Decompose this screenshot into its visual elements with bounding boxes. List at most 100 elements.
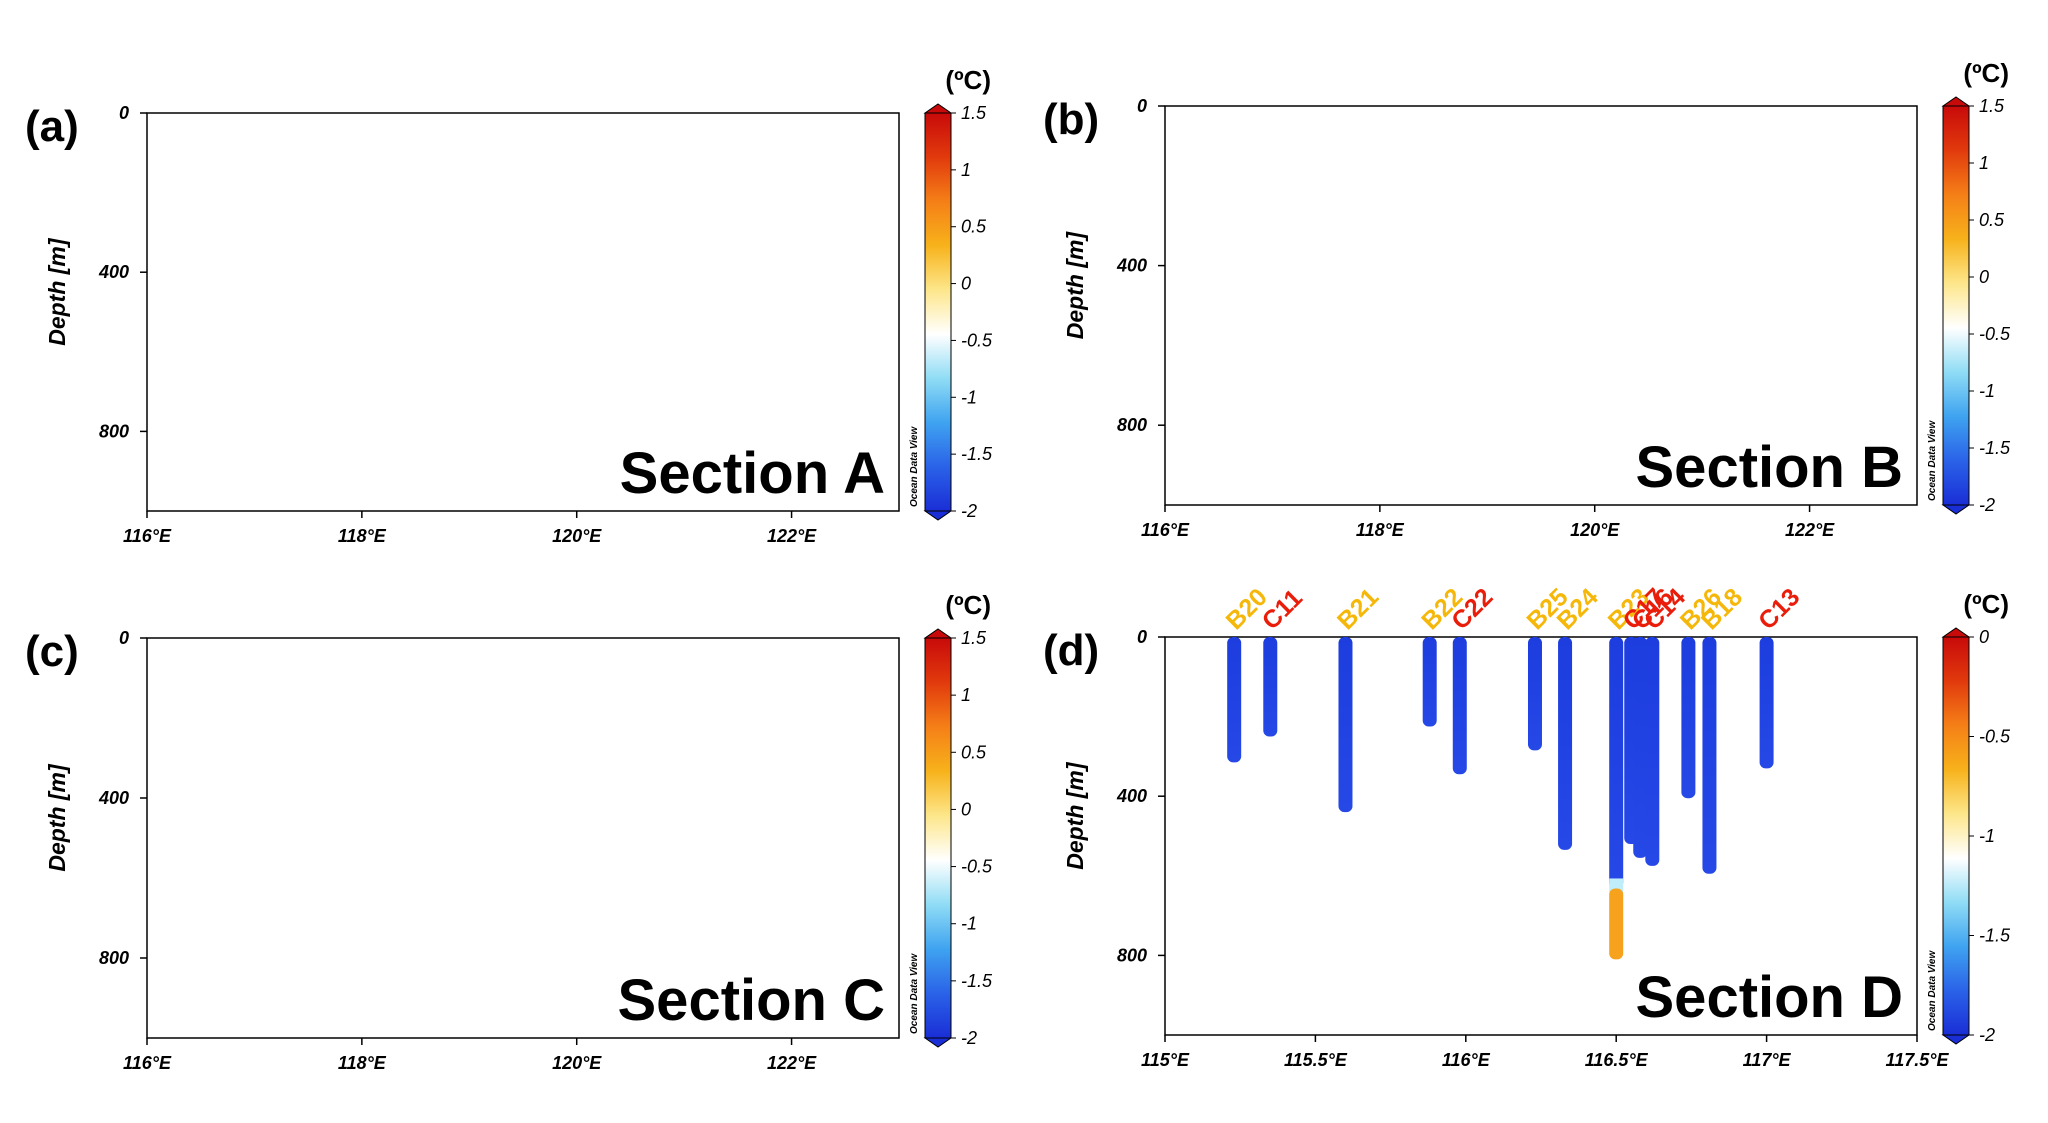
station-column-b25 — [1527, 637, 1542, 751]
colorbar-tick-label: -0.5 — [1979, 324, 2011, 344]
x-tick-label: 116°E — [1141, 520, 1190, 540]
cold-water-segment — [1527, 637, 1542, 751]
colorbar: -2 -1.5 -1 -0.5 0 0.5 1 1.5 (ºC) Ocean Data View — [1927, 58, 2011, 515]
colorbar-bar — [924, 637, 952, 1039]
colorbar-tick-label: -1 — [961, 914, 977, 934]
cold-water-segment — [1558, 637, 1573, 850]
cold-water-segment — [1681, 637, 1696, 799]
colorbar-tick-label: 1 — [961, 685, 971, 705]
y-tick-label: 800 — [1117, 945, 1147, 965]
colorbar-tick-label: 0 — [961, 799, 971, 819]
colorbar-tick-label: -0.5 — [961, 857, 993, 877]
colorbar-bottom-arrow — [923, 1037, 953, 1048]
x-tick-label: 120°E — [552, 1053, 602, 1073]
station-column-c22 — [1452, 637, 1467, 775]
colorbar: -2 -1.5 -1 -0.5 0 (ºC) Ocean Data View — [1927, 589, 2011, 1045]
x-tick-label: 120°E — [1570, 520, 1620, 540]
plot-frame — [1164, 105, 1918, 506]
y-axis-title: Depth [m] — [1062, 761, 1088, 870]
panel-4: 115°E 115.5°E 116°E 116.5°E 117°E 117.5°E 0 400… — [1043, 583, 2011, 1070]
cold-water-segment — [1263, 637, 1278, 737]
colorbar-tick-label: -1 — [1979, 381, 1995, 401]
x-tick-label: 120°E — [552, 526, 602, 546]
colorbar-tick-label: 0 — [961, 274, 971, 294]
cold-water-segment — [1645, 637, 1660, 866]
cold-water-segment — [1759, 637, 1774, 769]
colorbar: -2 -1.5 -1 -0.5 0 0.5 1 1.5 (ºC) Ocean Data View — [909, 590, 993, 1048]
colorbar-bar — [1942, 105, 1970, 506]
colorbar-tick-label: -0.5 — [1979, 727, 2011, 747]
colorbar-tick-label: 1 — [1979, 153, 1989, 173]
x-tick-label: 118°E — [338, 526, 387, 546]
colorbar-unit: (ºC) — [945, 590, 991, 620]
cold-water-segment — [1227, 637, 1242, 763]
colorbar-tick-label: -1.5 — [961, 444, 993, 464]
y-tick-label: 400 — [98, 788, 129, 808]
colorbar-tick-label: -1 — [961, 387, 977, 407]
station-column-b26 — [1681, 637, 1696, 799]
station-column-c13 — [1759, 637, 1774, 769]
y-axis-title: Depth [m] — [1062, 231, 1088, 340]
panel-label: (d) — [1043, 626, 1099, 675]
x-tick-label: 116°E — [123, 526, 172, 546]
colorbar-top-arrow — [923, 103, 953, 114]
colorbar-tick-label: 0 — [1979, 267, 1989, 287]
transition-segment — [1609, 878, 1624, 893]
watermark-text: Ocean Data View — [909, 953, 920, 1034]
x-tick-label: 116°E — [1442, 1050, 1491, 1070]
watermark-text: Ocean Data View — [1927, 420, 1938, 501]
colorbar-unit: (ºC) — [1963, 58, 2009, 88]
panel-label: (c) — [25, 627, 79, 676]
x-tick-label: 116.5°E — [1585, 1050, 1649, 1070]
station-column-b23 — [1609, 637, 1624, 960]
colorbar-tick-label: -0.5 — [961, 330, 993, 350]
watermark-text: Ocean Data View — [909, 426, 920, 507]
colorbar-bottom-arrow — [923, 510, 953, 521]
colorbar: -2 -1.5 -1 -0.5 0 0.5 1 1.5 (ºC) Ocean Data View — [909, 65, 993, 521]
colorbar-tick-label: 0.5 — [961, 742, 987, 762]
plot-frame — [146, 637, 900, 1039]
panel-label: (a) — [25, 102, 79, 151]
x-tick-label: 118°E — [338, 1053, 387, 1073]
watermark-text: Ocean Data View — [1927, 950, 1938, 1031]
x-tick-label: 116°E — [123, 1053, 172, 1073]
colorbar-tick-label: -2 — [1979, 495, 1995, 515]
colorbar-bottom-arrow — [1941, 504, 1971, 515]
colorbar-bottom-arrow — [1941, 1034, 1971, 1045]
station-column-b22 — [1422, 637, 1437, 727]
colorbar-bar — [1942, 636, 1970, 1036]
colorbar-top-arrow — [923, 628, 953, 639]
colorbar-unit: (ºC) — [945, 65, 991, 95]
panel-label: (b) — [1043, 95, 1099, 144]
panel-1: 116°E 118°E 120°E 122°E 0 400 800 Depth [m] (a) S… — [25, 65, 993, 546]
colorbar-tick-label: 0.5 — [961, 217, 987, 237]
colorbar-tick-label: -1.5 — [961, 971, 993, 991]
y-tick-label: 0 — [119, 103, 129, 123]
section-label: Section C — [618, 968, 886, 1033]
x-tick-label: 117°E — [1743, 1050, 1792, 1070]
plot-frame — [146, 112, 900, 512]
y-tick-label: 0 — [1137, 627, 1147, 647]
colorbar-tick-label: 0 — [1979, 627, 1989, 647]
colorbar-tick-label: 1.5 — [961, 103, 987, 123]
cold-water-segment — [1422, 637, 1437, 727]
station-column-b20 — [1227, 637, 1242, 763]
colorbar-tick-label: -2 — [961, 1028, 977, 1048]
colorbar-unit: (ºC) — [1963, 589, 2009, 619]
x-tick-label: 122°E — [767, 526, 817, 546]
station-column-b24 — [1558, 637, 1573, 850]
y-tick-label: 400 — [98, 262, 129, 282]
x-tick-label: 118°E — [1356, 520, 1405, 540]
panel-3: 116°E 118°E 120°E 122°E 0 400 800 Depth [m] (c) S… — [25, 590, 993, 1073]
cold-water-segment — [1338, 637, 1353, 813]
colorbar-tick-label: 1.5 — [1979, 96, 2005, 116]
station-column-b21 — [1338, 637, 1353, 813]
colorbar-bar — [924, 112, 952, 512]
colorbar-tick-label: -1 — [1979, 826, 1995, 846]
station-column-b18 — [1702, 637, 1717, 874]
panel-2: 116°E 118°E 120°E 122°E 0 400 800 Depth [m] (b) S… — [1043, 58, 2011, 540]
y-tick-label: 800 — [1117, 415, 1147, 435]
station-label: C13 — [1753, 583, 1805, 635]
cold-water-segment — [1609, 637, 1624, 889]
y-axis-title: Depth [m] — [44, 237, 70, 346]
